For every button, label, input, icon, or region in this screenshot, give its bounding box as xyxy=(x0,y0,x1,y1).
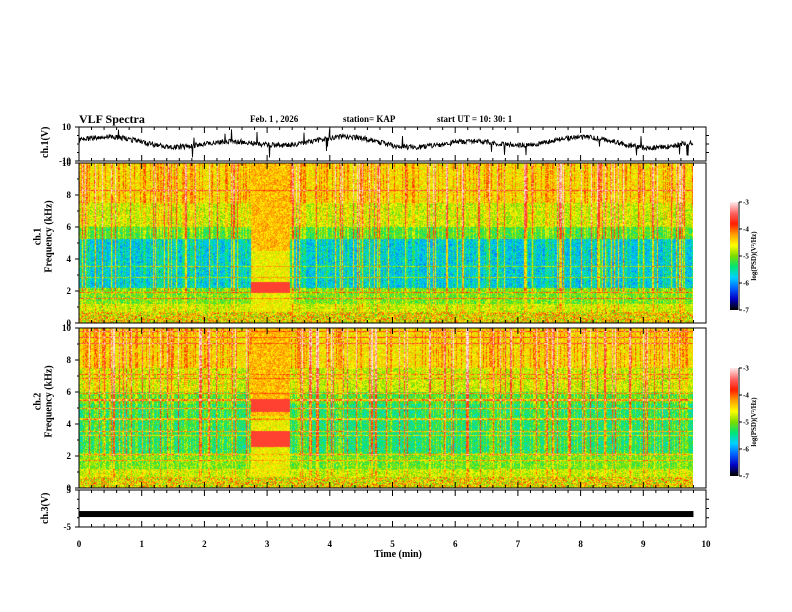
colorbar-tick-label: -5 xyxy=(743,419,749,427)
colorbar-tick-label: -6 xyxy=(743,280,749,288)
panel-frame xyxy=(78,162,707,324)
chart-title: VLF Spectra xyxy=(79,112,145,126)
y-tick-label: 8 xyxy=(67,355,72,365)
x-tick-label: 5 xyxy=(390,539,395,549)
ch1-spectrogram-image xyxy=(79,163,693,323)
x-tick-label: 9 xyxy=(641,539,646,549)
x-tick-label: 7 xyxy=(516,539,521,549)
colorbar-tick-label: -7 xyxy=(743,307,749,315)
y-tick-label: 2 xyxy=(67,286,72,296)
y-tick-label: 10 xyxy=(62,323,72,333)
ch2-spectrogram-image xyxy=(79,328,693,488)
y-tick-label: 5 xyxy=(67,485,72,495)
y-tick-label: 10 xyxy=(62,158,72,168)
x-tick-label: 6 xyxy=(453,539,458,549)
colorbar-tick-label: -3 xyxy=(743,199,749,207)
x-tick-label: 0 xyxy=(77,539,82,549)
y-tick-label: -5 xyxy=(64,522,72,532)
ch3-waveform-band xyxy=(79,511,694,518)
colorbar-tick-label: -5 xyxy=(743,253,749,261)
ch1-colorbar xyxy=(730,202,738,310)
x-tick-label: 1 xyxy=(139,539,144,549)
date-label: Feb. 1 , 2026 xyxy=(250,114,299,124)
colorbar-tick-label: -3 xyxy=(743,365,749,373)
start-time-label: start UT = 10: 30: 1 xyxy=(437,114,513,124)
y-tick-label: 8 xyxy=(67,190,72,200)
colorbar-tick-label: -6 xyxy=(743,446,749,454)
x-tick-label: 10 xyxy=(702,539,712,549)
y-tick-label: 0 xyxy=(67,483,72,493)
y-tick-label: -10 xyxy=(59,156,71,166)
y-tick-label: 4 xyxy=(67,254,72,264)
x-axis-label: Time (min) xyxy=(374,549,422,560)
y-tick-label: 10 xyxy=(62,122,72,132)
x-tick-label: 3 xyxy=(265,539,270,549)
colorbar-tick-label: -4 xyxy=(743,226,749,234)
ch1-waveform-line xyxy=(78,129,694,158)
y-tick-label: 6 xyxy=(67,387,72,397)
y-tick-label: 0 xyxy=(67,318,72,328)
x-tick-label: 4 xyxy=(328,539,333,549)
station-label: station= KAP xyxy=(343,114,396,124)
panel-frame xyxy=(78,327,707,489)
y-tick-label: 2 xyxy=(67,451,72,461)
ch2-colorbar xyxy=(730,368,738,476)
colorbar-tick-label: -7 xyxy=(743,473,749,481)
x-tick-label: 8 xyxy=(578,539,583,549)
y-tick-label: 6 xyxy=(67,222,72,232)
colorbar-tick-label: -4 xyxy=(743,392,749,400)
x-tick-label: 2 xyxy=(202,539,207,549)
y-tick-label: 4 xyxy=(67,419,72,429)
